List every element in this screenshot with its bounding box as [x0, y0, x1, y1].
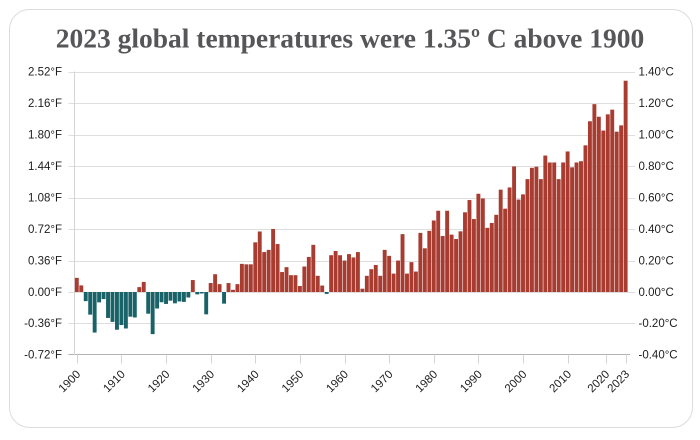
svg-text:2023 global temperatures were: 2023 global temperatures were 1.35º C ab… [56, 22, 645, 53]
svg-text:0.80°C: 0.80°C [639, 161, 674, 173]
svg-text:-0.20°C: -0.20°C [639, 318, 678, 330]
svg-text:-0.72°F: -0.72°F [24, 350, 62, 362]
svg-text:0.00°F: 0.00°F [28, 287, 62, 299]
svg-text:0.40°C: 0.40°C [639, 224, 674, 236]
svg-text:1.80°F: 1.80°F [28, 130, 62, 142]
svg-text:2.16°F: 2.16°F [28, 98, 62, 110]
svg-text:0.36°F: 0.36°F [28, 255, 62, 267]
svg-text:0.72°F: 0.72°F [28, 224, 62, 236]
svg-text:1.44°F: 1.44°F [28, 161, 62, 173]
svg-text:1.08°F: 1.08°F [28, 192, 62, 204]
svg-text:0.20°C: 0.20°C [639, 255, 674, 267]
svg-text:2.52°F: 2.52°F [28, 67, 62, 79]
svg-text:1.00°C: 1.00°C [639, 130, 674, 142]
svg-text:0.00°C: 0.00°C [639, 287, 674, 299]
svg-text:-0.40°C: -0.40°C [639, 350, 678, 362]
svg-text:0.60°C: 0.60°C [639, 192, 674, 204]
svg-text:1.20°C: 1.20°C [639, 98, 674, 110]
svg-text:-0.36°F: -0.36°F [24, 318, 62, 330]
svg-text:1.40°C: 1.40°C [639, 67, 674, 79]
